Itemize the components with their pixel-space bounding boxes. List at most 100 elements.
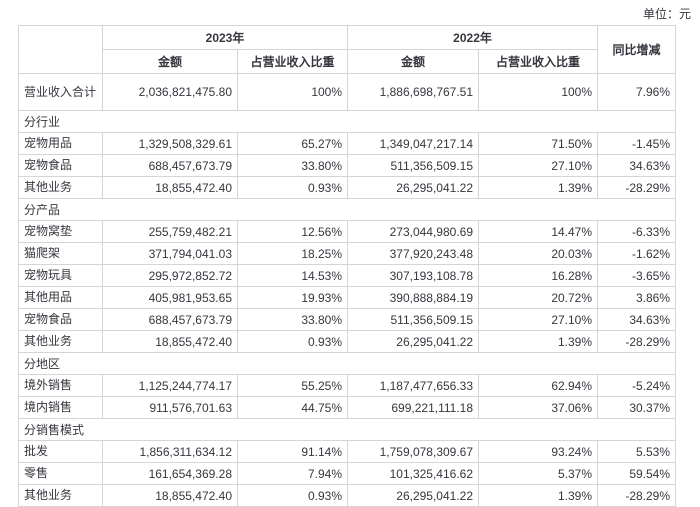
ratio-2023-cell: 0.93%	[236, 484, 349, 507]
ratio-2022-cell: 20.03%	[478, 242, 599, 265]
amount-2023-cell: 405,981,953.65	[102, 286, 238, 309]
amount-2023-cell: 688,457,673.79	[102, 154, 238, 177]
table-row: 境内销售 911,576,701.63 44.75% 699,221,111.18 37…	[18, 396, 677, 419]
header-ratio-2022: 占营业收入比重	[478, 49, 599, 74]
yoy-cell: -5.24%	[597, 374, 677, 397]
unit-label: 单位：元	[642, 7, 691, 21]
amount-2023-cell: 911,576,701.63	[102, 396, 238, 419]
corner-cell	[18, 25, 103, 74]
row-label: 宠物用品	[18, 132, 103, 155]
amount-2022-cell: 26,295,041.22	[347, 484, 480, 507]
amount-2022-cell: 1,759,078,309.67	[347, 440, 480, 463]
table-row: 其他用品 405,981,953.65 19.93% 390,888,884.19 20…	[18, 286, 677, 309]
amount-2022-cell: 1,187,477,656.33	[347, 374, 480, 397]
amount-2023-cell: 18,855,472.40	[102, 176, 238, 199]
amount-2022-cell: 307,193,108.78	[347, 264, 480, 287]
table-row: 批发 1,856,311,634.12 91.14% 1,759,078,309.67…	[18, 440, 677, 463]
ratio-2023-cell: 100%	[236, 73, 349, 111]
ratio-2022-cell: 5.37%	[478, 462, 599, 485]
amount-2022-cell: 26,295,041.22	[347, 176, 480, 199]
amount-2022-cell: 1,886,698,767.51	[347, 73, 480, 111]
yoy-cell: -1.45%	[597, 132, 677, 155]
amount-2022-cell: 511,356,509.15	[347, 154, 480, 177]
section-row: 分地区	[17, 352, 677, 375]
header-amount-2023: 金额	[102, 49, 238, 74]
ratio-2022-cell: 1.39%	[478, 330, 599, 353]
row-label: 批发	[18, 440, 103, 463]
table-row: 宠物用品 1,329,508,329.61 65.27% 1,349,047,217.…	[18, 132, 677, 155]
header-2023: 2023年	[101, 25, 349, 50]
yoy-cell: -1.62%	[597, 242, 677, 265]
table-row: 其他业务 18,855,472.40 0.93% 26,295,041.22 1.39%…	[18, 176, 677, 199]
amount-2023-cell: 371,794,041.03	[102, 242, 238, 265]
ratio-2022-cell: 1.39%	[478, 484, 599, 507]
amount-2023-cell: 295,972,852.72	[102, 264, 238, 287]
ratio-2022-cell: 100%	[478, 73, 599, 111]
row-label: 猫爬架	[18, 242, 103, 265]
table-body: 营业收入合计 2,036,821,475.80 100% 1,886,698,767.…	[17, 73, 677, 507]
ratio-2022-cell: 37.06%	[478, 396, 599, 419]
ratio-2022-cell: 62.94%	[478, 374, 599, 397]
amount-2023-cell: 18,855,472.40	[102, 484, 238, 507]
amount-2023-cell: 18,855,472.40	[102, 330, 238, 353]
amount-2022-cell: 699,221,111.18	[347, 396, 480, 419]
ratio-2023-cell: 14.53%	[236, 264, 349, 287]
table-row: 其他业务 18,855,472.40 0.93% 26,295,041.22 1.39%…	[18, 330, 677, 353]
row-label: 其他业务	[18, 176, 103, 199]
yoy-cell: 34.63%	[597, 154, 677, 177]
amount-2022-cell: 1,349,047,217.14	[347, 132, 480, 155]
yoy-cell: -28.29%	[597, 176, 677, 199]
row-label: 宠物食品	[18, 154, 103, 177]
row-label: 宠物食品	[18, 308, 103, 331]
header-amount-2022: 金额	[347, 49, 480, 74]
table-row: 猫爬架 371,794,041.03 18.25% 377,920,243.48 20.…	[18, 242, 677, 265]
yoy-cell: -28.29%	[597, 330, 677, 353]
row-label: 营业收入合计	[18, 73, 103, 111]
ratio-2023-cell: 0.93%	[236, 330, 349, 353]
section-row: 分行业	[17, 110, 677, 133]
table-row: 其他业务 18,855,472.40 0.93% 26,295,041.22 1.39%…	[18, 484, 677, 507]
section-label: 分行业	[17, 110, 677, 133]
table-row: 零售 161,654,369.28 7.94% 101,325,416.62 5.37%…	[18, 462, 677, 485]
row-label: 宠物窝垫	[18, 220, 103, 243]
amount-2022-cell: 377,920,243.48	[347, 242, 480, 265]
ratio-2023-cell: 91.14%	[236, 440, 349, 463]
amount-2023-cell: 2,036,821,475.80	[102, 73, 238, 111]
yoy-cell: 3.86%	[597, 286, 677, 309]
ratio-2023-cell: 33.80%	[236, 154, 349, 177]
row-label: 零售	[18, 462, 103, 485]
ratio-2023-cell: 55.25%	[236, 374, 349, 397]
row-label: 境内销售	[18, 396, 103, 419]
row-label: 其他业务	[18, 484, 103, 507]
yoy-cell: 7.96%	[597, 73, 677, 111]
amount-2023-cell: 1,856,311,634.12	[102, 440, 238, 463]
ratio-2022-cell: 14.47%	[478, 220, 599, 243]
ratio-2022-cell: 27.10%	[478, 308, 599, 331]
ratio-2022-cell: 20.72%	[478, 286, 599, 309]
yoy-cell: 5.53%	[597, 440, 677, 463]
table-row: 宠物食品 688,457,673.79 33.80% 511,356,509.15 27…	[18, 308, 677, 331]
row-label: 境外销售	[18, 374, 103, 397]
ratio-2022-cell: 93.24%	[478, 440, 599, 463]
amount-2023-cell: 1,329,508,329.61	[102, 132, 238, 155]
header-yoy: 同比增减	[597, 25, 677, 74]
revenue-breakdown-table: 2023年 2022年 同比增减 金额 占营业收入比重 金额 占营业收入比重 营…	[17, 25, 677, 507]
ratio-2023-cell: 33.80%	[236, 308, 349, 331]
ratio-2023-cell: 18.25%	[236, 242, 349, 265]
yoy-cell: -28.29%	[597, 484, 677, 507]
section-label: 分销售模式	[17, 418, 677, 441]
amount-2023-cell: 688,457,673.79	[102, 308, 238, 331]
amount-2022-cell: 101,325,416.62	[347, 462, 480, 485]
amount-2022-cell: 273,044,980.69	[347, 220, 480, 243]
amount-2023-cell: 255,759,482.21	[102, 220, 238, 243]
yoy-cell: -6.33%	[597, 220, 677, 243]
yoy-cell: 34.63%	[597, 308, 677, 331]
ratio-2023-cell: 7.94%	[236, 462, 349, 485]
section-label: 分地区	[17, 352, 677, 375]
amount-2022-cell: 390,888,884.19	[347, 286, 480, 309]
ratio-2022-cell: 16.28%	[478, 264, 599, 287]
ratio-2022-cell: 27.10%	[478, 154, 599, 177]
ratio-2022-cell: 71.50%	[478, 132, 599, 155]
table-row: 宠物窝垫 255,759,482.21 12.56% 273,044,980.69 14…	[18, 220, 677, 243]
header-row-measures: 金额 占营业收入比重 金额 占营业收入比重	[19, 49, 676, 74]
